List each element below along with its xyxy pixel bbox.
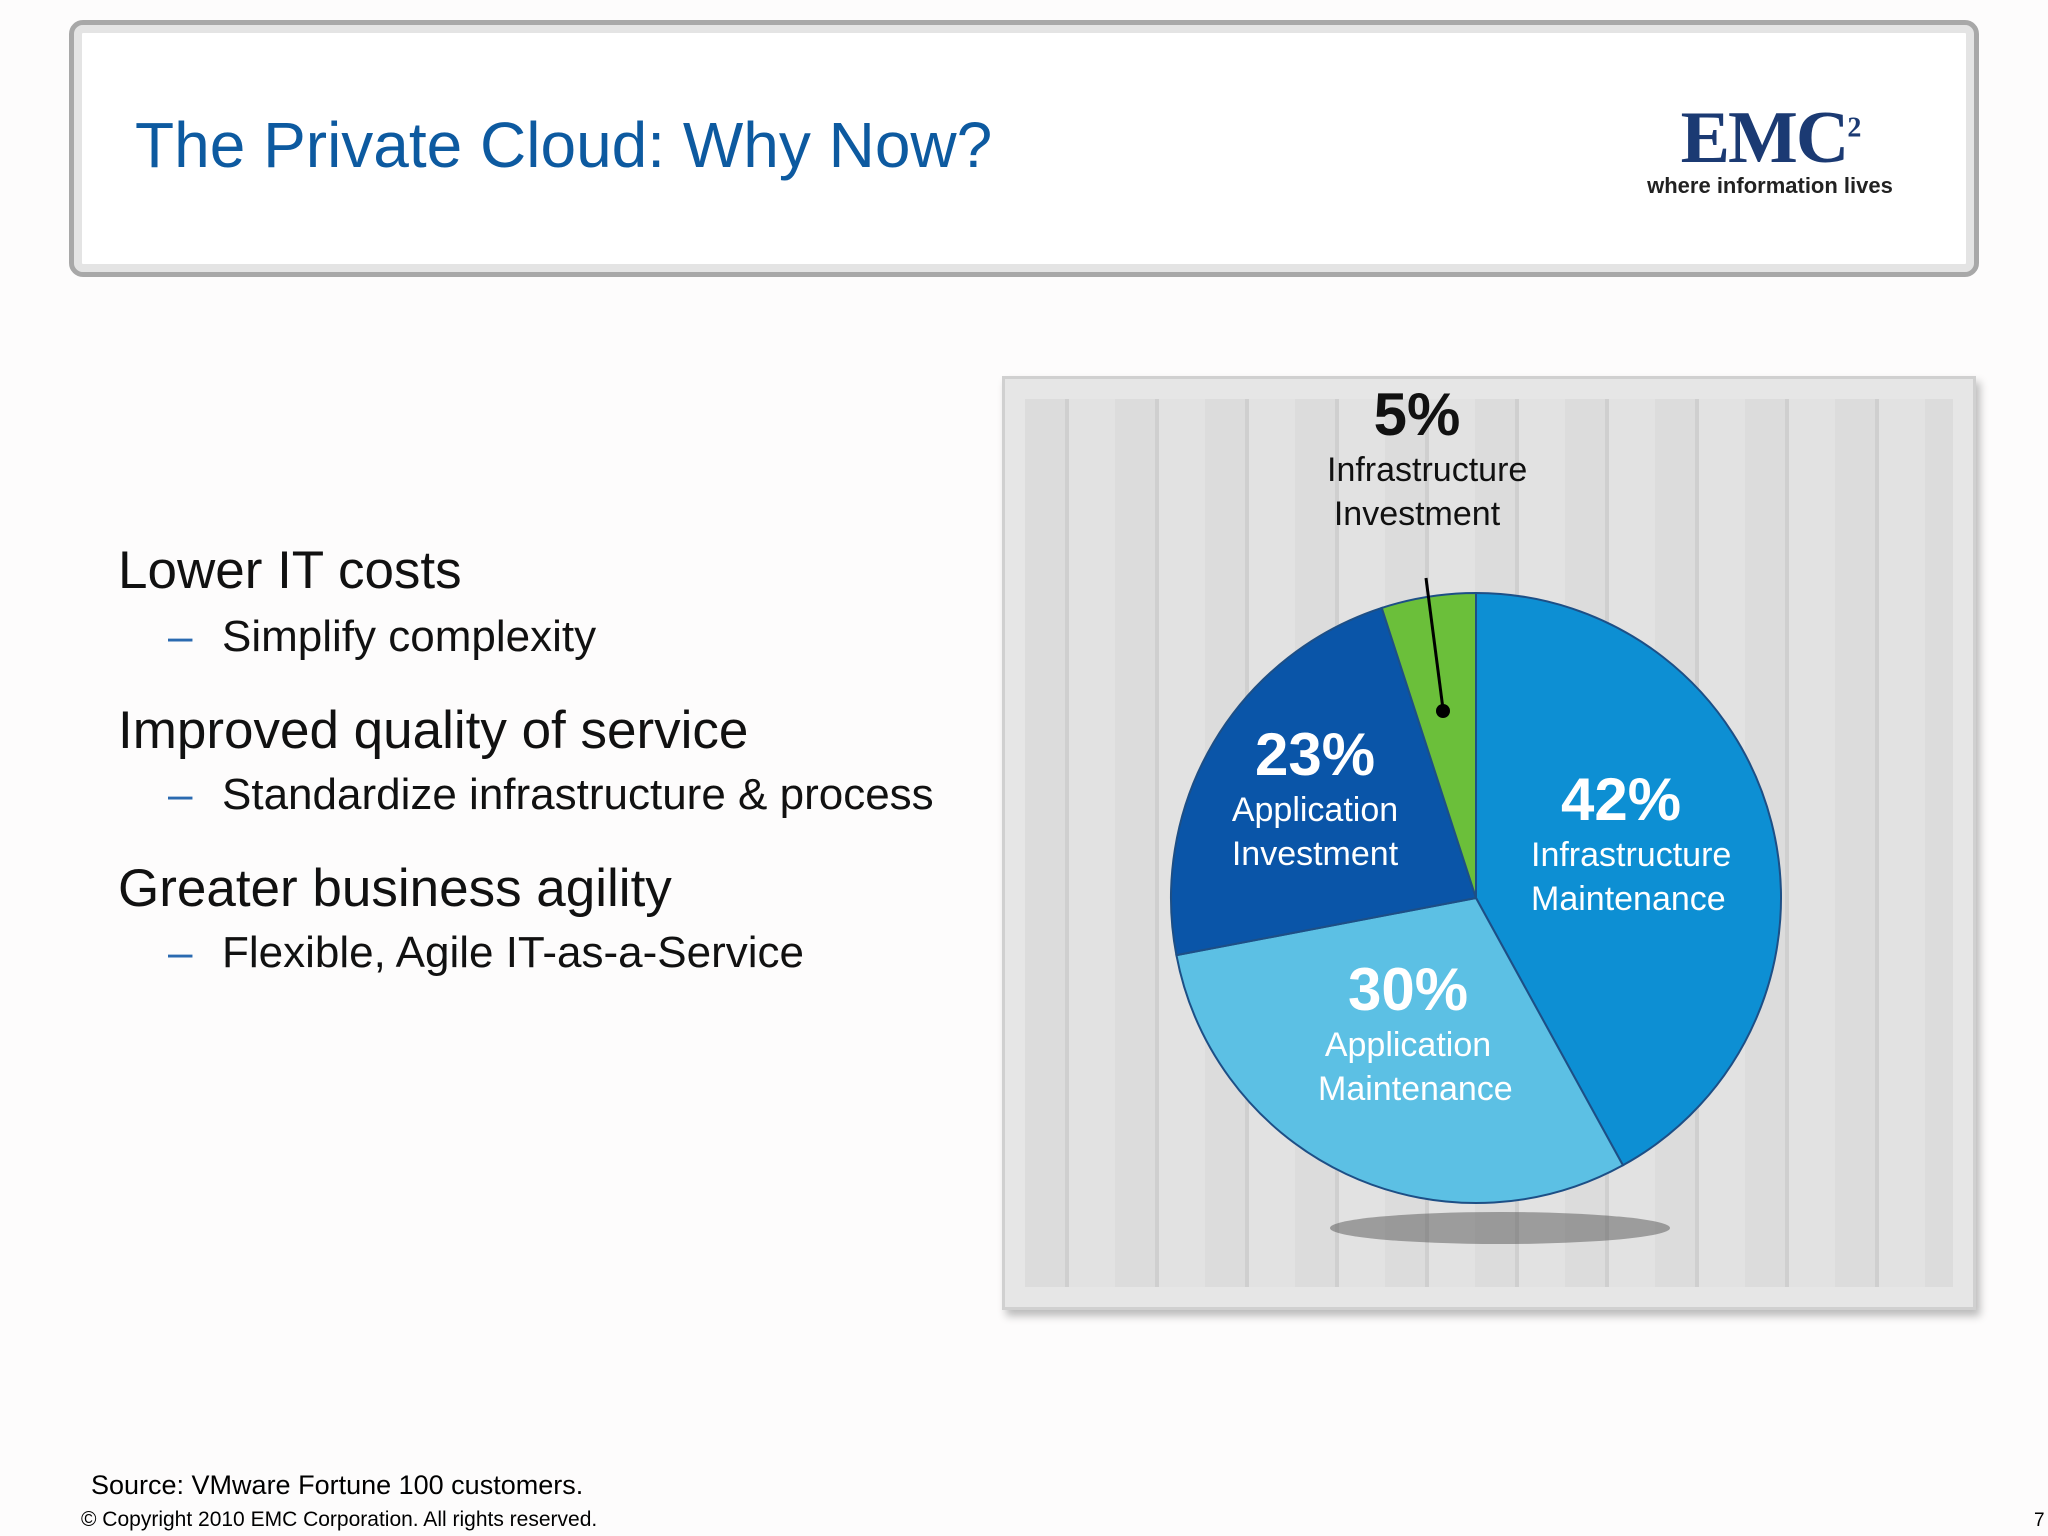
- slice-label: 5% Infrastructure Investment: [1287, 382, 1547, 536]
- sub-bullet: Flexible, Agile IT-as-a-Service: [222, 928, 804, 977]
- bullet-dash: –: [168, 612, 193, 661]
- percent-label: 42%: [1560, 766, 1682, 833]
- slice-label: 23% Application Investment: [1185, 722, 1445, 876]
- category-label: Infrastructure Investment: [1327, 451, 1528, 533]
- header-box: [69, 20, 1979, 277]
- category-label: Infrastructure Maintenance: [1531, 836, 1732, 918]
- logo: EMC2 where information lives: [1630, 96, 1910, 199]
- leader-line: [1424, 577, 1445, 710]
- logo-brand: EMC: [1680, 97, 1850, 179]
- bullet: Lower IT costs: [118, 541, 462, 600]
- pie-slice: [1169, 606, 1478, 957]
- copyright: © Copyright 2010 EMC Corporation. All ri…: [81, 1508, 598, 1531]
- bullet-dash: –: [168, 928, 193, 977]
- percent-label: 5%: [1373, 381, 1461, 448]
- slide-title: The Private Cloud: Why Now?: [135, 109, 993, 181]
- pie-slice: [1475, 591, 1782, 1167]
- slice-label: 42% Infrastructure Maintenance: [1491, 767, 1751, 921]
- slice-label: 30% Application Maintenance: [1278, 957, 1538, 1111]
- percent-label: 23%: [1254, 721, 1376, 788]
- sub-bullet: Standardize infrastructure & process: [222, 770, 934, 819]
- percent-label: 30%: [1347, 956, 1469, 1023]
- pie-slice: [1175, 896, 1625, 1204]
- bullet: Greater business agility: [118, 859, 672, 918]
- page-number: 7: [2034, 1510, 2045, 1531]
- category-label: Application Maintenance: [1318, 1026, 1513, 1108]
- pie-shadow: [1330, 1212, 1670, 1244]
- source: Source: VMware Fortune 100 customers.: [91, 1470, 584, 1500]
- logo-tagline: where information lives: [1647, 173, 1893, 198]
- leader-dot: [1436, 704, 1450, 718]
- logo-sup: 2: [1847, 112, 1861, 144]
- category-label: Application Investment: [1231, 791, 1399, 873]
- sub-bullet: Simplify complexity: [222, 612, 597, 661]
- bullet-dash: –: [168, 770, 193, 819]
- bullet: Improved quality of service: [118, 701, 749, 760]
